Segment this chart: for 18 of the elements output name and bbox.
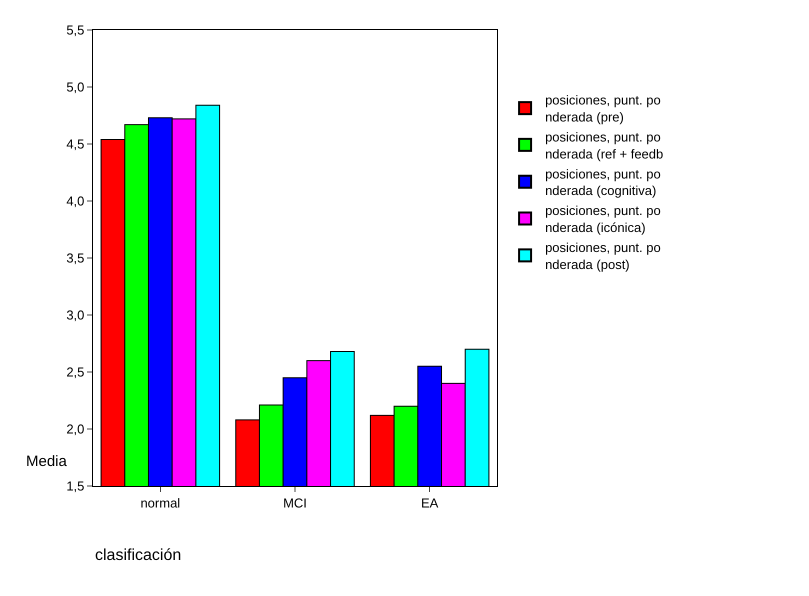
y-tick-label: 4,5 xyxy=(66,136,84,152)
y-tick-label: 5,0 xyxy=(66,80,84,95)
x-tick-label: normal xyxy=(140,496,180,511)
legend-label: posiciones, punt. po nderada (post) xyxy=(545,240,661,272)
y-tick-label: 5,5 xyxy=(66,22,84,38)
y-tick-label: 2,5 xyxy=(66,364,84,380)
x-tick-label: MCI xyxy=(283,496,307,511)
y-tick-label: 1,5 xyxy=(66,478,84,494)
y-tick-label: 3,0 xyxy=(66,308,84,323)
y-axis-title: Media xyxy=(26,453,68,470)
legend-label: posiciones, punt. po nderada (cognitiva) xyxy=(545,166,661,198)
legend-label: posiciones, punt. po nderada (pre) xyxy=(545,92,661,125)
y-tick-label: 4,0 xyxy=(66,194,84,209)
legend-label: posiciones, punt. po nderada (icónica) xyxy=(545,203,661,236)
x-axis-title: clasificación xyxy=(95,547,182,564)
y-tick-label: 2,0 xyxy=(66,422,84,437)
y-tick-label: 3,5 xyxy=(66,250,84,266)
x-tick-label: EA xyxy=(421,496,439,511)
